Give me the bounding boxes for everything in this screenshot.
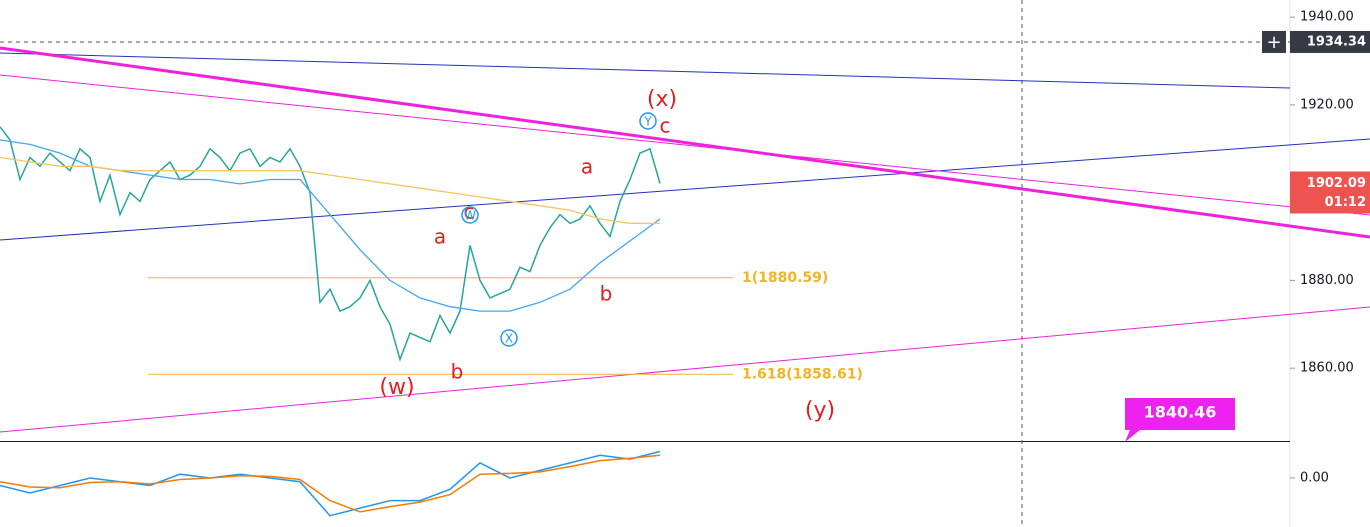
y-tick-label: 1920.00 [1300, 97, 1354, 112]
plus: + [1266, 32, 1281, 53]
y-tick-label: 1860.00 [1300, 361, 1354, 376]
crosshair-plus [1262, 30, 1286, 53]
wave-label: c [464, 200, 475, 224]
last-price: 1902.09 [1307, 176, 1366, 191]
y-tick-label: 1940.00 [1300, 10, 1354, 25]
wave-label: (y) [805, 398, 835, 423]
callout-price: 1840.46 [1144, 403, 1217, 422]
price-line [0, 156, 660, 225]
trendline [0, 138, 1370, 241]
trendline [0, 46, 1370, 239]
price-line [0, 450, 661, 517]
fib-label: 1.618(1858.61) [742, 366, 863, 382]
price-line [0, 454, 661, 513]
wave-circle [461, 206, 479, 224]
crosshair-box [1290, 30, 1370, 53]
y-tick-label: 0.00 [1300, 470, 1329, 485]
price-line [0, 139, 661, 312]
wave-label: a [581, 155, 593, 179]
wave-label: b [451, 360, 464, 384]
wave-label: b [600, 282, 613, 306]
trendline [0, 306, 1370, 433]
countdown: 01:12 [1325, 195, 1366, 210]
circled-label: X [505, 332, 513, 346]
wave-circle [500, 329, 518, 347]
wave-label: c [660, 114, 671, 138]
last-price-box [1290, 171, 1370, 214]
circled-label: Y [643, 115, 652, 129]
wave-label: (x) [647, 87, 677, 112]
callout [1125, 398, 1235, 442]
wave-label: a [434, 225, 446, 249]
trendline [0, 52, 1291, 89]
fib-label: 1(1880.59) [742, 270, 828, 286]
wave-circle [639, 112, 657, 130]
y-tick-label: 1880.00 [1300, 273, 1354, 288]
price-line [0, 126, 661, 362]
trendline [0, 74, 1370, 216]
crosshair-price: 1934.34 [1307, 34, 1366, 49]
circled-label: W [464, 209, 476, 223]
wave-label: (w) [379, 375, 414, 400]
